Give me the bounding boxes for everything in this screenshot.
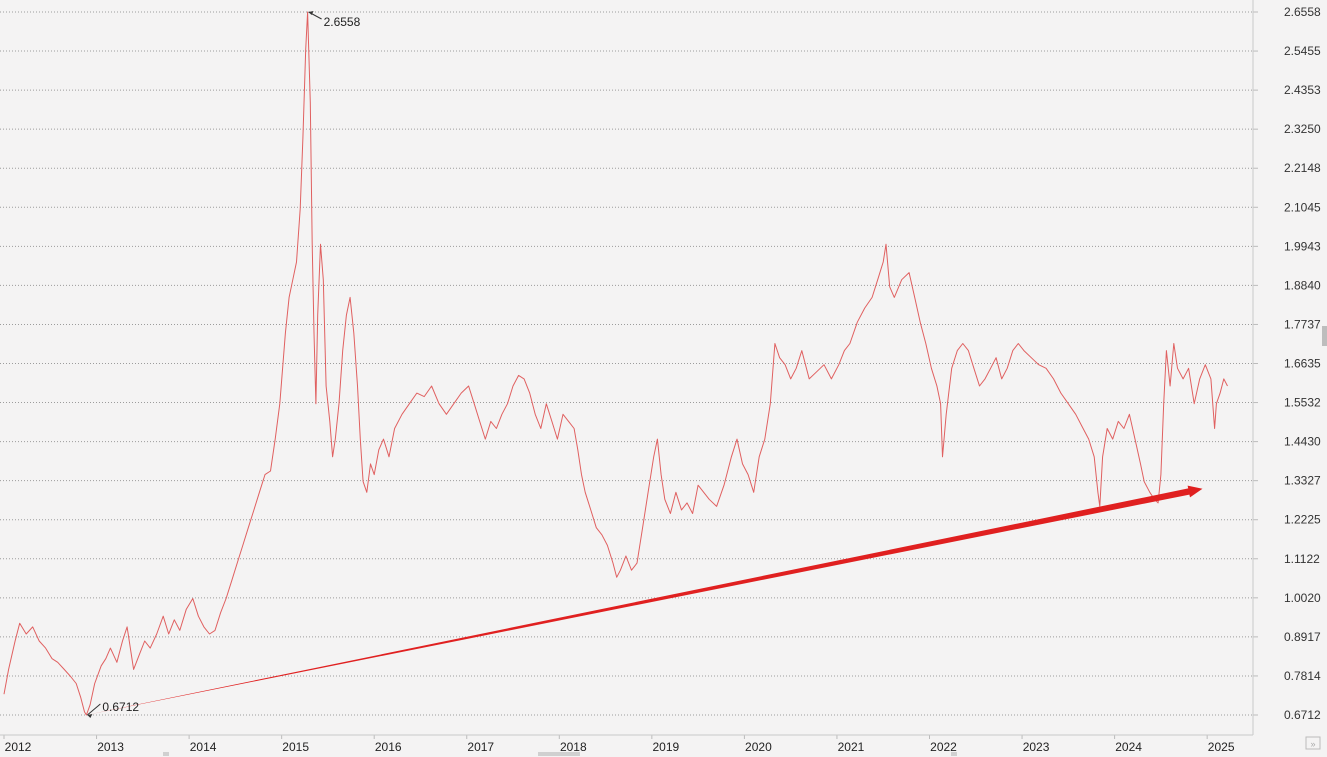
annotation-arrowhead [87,714,93,718]
y-tick-label: 1.4430 [1284,435,1321,449]
annotations: 2.6558 0.6712 [87,11,361,718]
y-tick-label: 0.8917 [1284,630,1321,644]
y-tick-label: 0.6712 [1284,708,1321,722]
y-tick-label: 2.3250 [1284,122,1321,136]
bottom-scroll-handle[interactable] [538,752,580,756]
price-series [3,11,1228,716]
y-tick-label: 1.6635 [1284,357,1321,371]
annotation-label: 2.6558 [324,15,361,29]
x-tick-label: 2014 [190,740,217,754]
x-axis: 2012 2013 2014 2015 2016 2017 2018 2019 2020 2021… [3,735,1235,754]
y-tick-label: 1.1122 [1284,552,1320,566]
x-tick-label: 2024 [1115,740,1142,754]
y-tick-label: 1.3327 [1284,474,1321,488]
annotation-pointer [87,703,101,716]
x-tick-label: 2013 [97,740,124,754]
expand-icon: » [1310,739,1315,749]
y-tick-label: 2.5455 [1284,44,1321,58]
y-tick-label: 1.8840 [1284,278,1321,292]
x-tick-label: 2012 [5,740,32,754]
annotation-arrowhead [308,11,314,15]
y-tick-label: 0.7814 [1284,669,1321,683]
x-tick-label: 2022 [930,740,957,754]
trend-arrow [86,485,1203,715]
y-tick-label: 1.5532 [1284,396,1321,410]
y-tick-label: 1.2225 [1284,513,1321,527]
x-tick-label: 2025 [1208,740,1235,754]
scroll-handle[interactable] [1322,326,1327,346]
bottom-handle-right[interactable] [951,752,957,756]
expand-button[interactable] [1305,736,1321,750]
y-tick-label: 2.6558 [1284,5,1321,19]
y-tick-label: 2.1045 [1284,200,1321,214]
x-tick-label: 2020 [745,740,772,754]
trend-arrow-shape [86,485,1203,715]
x-tick-label: 2017 [467,740,494,754]
x-tick-label: 2018 [560,740,587,754]
x-tick-label: 2016 [375,740,402,754]
x-tick-label: 2021 [838,740,865,754]
y-tick-label: 1.7737 [1284,317,1321,331]
y-tick-label: 1.0020 [1284,591,1321,605]
x-tick-label: 2023 [1023,740,1050,754]
y-tick-label: 1.9943 [1284,239,1321,253]
bottom-handle-left[interactable] [163,752,169,756]
annotation-label: 0.6712 [102,700,139,714]
series-line [3,11,1228,716]
x-tick-label: 2015 [282,740,309,754]
y-tick-label: 2.4353 [1284,83,1321,97]
y-axis: 2.6558 2.5455 2.4353 2.3250 2.2148 2.1045 1.99… [1253,5,1321,722]
y-tick-label: 2.2148 [1284,161,1321,175]
x-tick-label: 2019 [652,740,679,754]
